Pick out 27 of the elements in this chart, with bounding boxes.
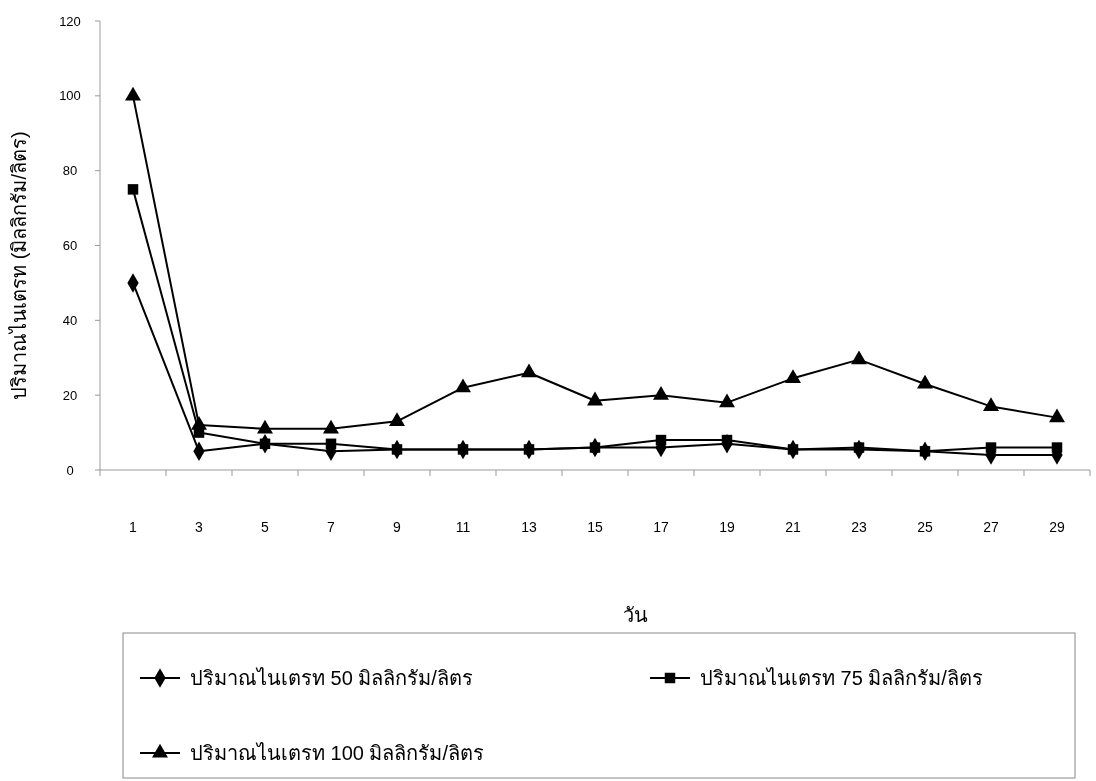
x-tick-label: 27 [983, 519, 999, 535]
x-tick-label: 3 [195, 519, 204, 535]
y-tick-label: 0 [66, 462, 74, 478]
y-tick-label: 120 [59, 13, 81, 29]
x-tick-label: 17 [653, 519, 669, 535]
x-tick-label: 11 [455, 519, 471, 535]
x-tick-label: 1 [129, 519, 138, 535]
x-axis-title: วัน [622, 604, 648, 626]
x-tick-label: 29 [1049, 519, 1065, 535]
y-tick-label: 60 [62, 238, 78, 254]
legend-label: ปริมาณไนเตรท 75 มิลลิกรัม/ลิตร [700, 667, 983, 689]
x-tick-label: 15 [587, 519, 603, 535]
y-tick-label: 80 [62, 163, 78, 179]
x-tick-label: 7 [327, 519, 336, 535]
legend-label: ปริมาณไนเตรท 100 มิลลิกรัม/ลิตร [190, 742, 485, 764]
x-tick-label: 23 [851, 519, 867, 535]
y-tick-label: 20 [62, 387, 78, 403]
legend-label: ปริมาณไนเตรท 50 มิลลิกรัม/ลิตร [190, 667, 473, 689]
x-tick-label: 9 [393, 519, 402, 535]
x-tick-label: 5 [261, 519, 270, 535]
x-tick-label: 25 [917, 519, 933, 535]
y-tick-label: 100 [59, 88, 81, 104]
y-axis-title: ปริมาณไนเตรท (มิลลิกรัม/ลิตร) [8, 131, 30, 400]
x-tick-label: 13 [521, 519, 537, 535]
x-tick-label: 21 [785, 519, 801, 535]
x-tick-label: 19 [719, 519, 735, 535]
y-tick-label: 40 [62, 312, 78, 328]
